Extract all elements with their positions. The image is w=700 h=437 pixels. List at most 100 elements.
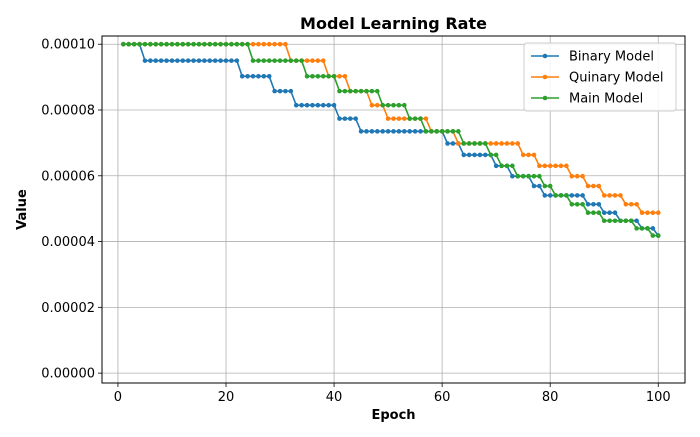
data-point [326,73,331,79]
data-point [601,218,607,224]
data-point [645,210,650,216]
data-point [256,58,261,63]
data-point [391,116,396,121]
data-point [256,73,261,79]
data-point [266,58,272,63]
data-point [596,210,602,216]
data-point [299,102,304,108]
data-point [369,88,375,94]
data-point [591,210,596,216]
data-point [304,73,310,79]
data-point [628,201,634,207]
data-point [207,58,213,63]
data-point [515,141,521,146]
data-point [331,102,337,108]
data-point [256,41,261,47]
data-point [293,102,299,108]
data-point [196,41,202,47]
data-point [229,58,234,63]
data-point [342,88,348,94]
data-point [618,193,623,198]
data-point [369,129,375,134]
data-point [137,41,142,47]
data-point [520,173,526,179]
x-tick-label: 80 [542,390,559,405]
data-point [445,141,450,146]
data-point [493,141,499,146]
data-point [488,141,494,146]
data-point [634,218,639,224]
data-point [634,201,639,207]
data-point [450,141,456,146]
data-point [342,73,348,79]
data-point [515,173,521,179]
data-point [655,233,661,238]
data-point [650,233,656,238]
chart-title: Model Learning Rate [300,14,487,33]
data-point [526,173,531,179]
data-point [650,226,656,231]
data-point [645,226,650,231]
data-point [310,73,315,79]
data-point [385,116,391,121]
data-point [564,163,569,169]
data-point [218,58,223,63]
series-line [123,43,659,237]
data-point [337,116,342,121]
data-point [342,116,348,121]
data-point [310,102,315,108]
y-axis-label: Value [15,189,30,230]
legend: Binary Model Quinary Model Main Model [523,42,677,112]
data-point [234,58,240,63]
data-point [504,163,510,169]
data-point [142,41,148,47]
data-point [542,193,548,198]
data-point [380,129,385,134]
data-point [180,41,186,47]
data-point [450,129,456,134]
data-point [537,183,542,189]
data-point [148,41,153,47]
data-point [591,201,596,207]
data-point [245,73,250,79]
data-point [461,141,467,146]
data-point [320,58,326,63]
data-point [223,41,229,47]
data-point [493,152,499,158]
data-point [655,210,661,216]
data-point [304,58,310,63]
data-point [612,218,618,224]
data-point [607,210,612,216]
data-point [148,58,153,63]
data-point [131,41,137,47]
data-point [304,102,310,108]
data-point [250,58,256,63]
data-point [261,41,267,47]
data-point [407,116,413,121]
data-point [472,152,477,158]
data-point [585,210,591,216]
data-point [639,210,645,216]
data-point [245,41,250,47]
y-tick-label: 0.00000 [41,367,95,382]
data-point [364,88,369,94]
data-point [601,193,607,198]
series-line [123,43,659,237]
data-point [288,58,294,63]
data-point [580,201,585,207]
data-point [169,41,175,47]
data-point [315,58,321,63]
data-point [456,141,461,146]
data-point [569,173,575,179]
y-tick-label: 0.00006 [41,169,95,184]
data-point [385,129,391,134]
data-point [266,73,272,79]
data-point [650,210,656,216]
data-point [337,88,342,94]
data-point [553,193,558,198]
data-point [272,88,277,94]
data-point [553,163,558,169]
data-point [585,201,591,207]
data-point [207,41,213,47]
